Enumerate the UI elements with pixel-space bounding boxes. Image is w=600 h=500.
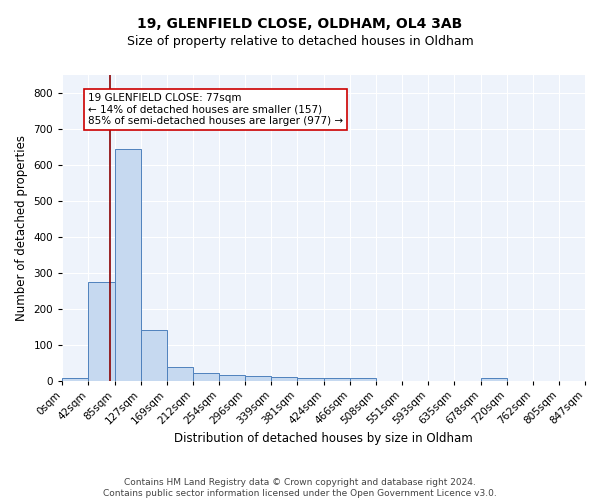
Bar (324, 378, 350, 380)
Bar (219, 375, 245, 380)
Text: Size of property relative to detached houses in Oldham: Size of property relative to detached ho… (127, 35, 473, 48)
Bar (193, 374, 219, 380)
Y-axis label: Number of detached properties: Number of detached properties (15, 135, 28, 321)
Bar (298, 378, 324, 380)
Bar (167, 367, 193, 380)
Bar (115, 148, 140, 380)
Bar (481, 378, 506, 380)
Text: 19, GLENFIELD CLOSE, OLDHAM, OL4 3AB: 19, GLENFIELD CLOSE, OLDHAM, OL4 3AB (137, 18, 463, 32)
Bar (350, 378, 376, 380)
X-axis label: Distribution of detached houses by size in Oldham: Distribution of detached houses by size … (174, 432, 473, 445)
Text: Contains HM Land Registry data © Crown copyright and database right 2024.
Contai: Contains HM Land Registry data © Crown c… (103, 478, 497, 498)
Bar (271, 376, 298, 380)
Bar (62, 378, 88, 380)
Bar (88, 282, 115, 380)
Bar (140, 330, 167, 380)
Text: 19 GLENFIELD CLOSE: 77sqm
← 14% of detached houses are smaller (157)
85% of semi: 19 GLENFIELD CLOSE: 77sqm ← 14% of detac… (88, 93, 343, 126)
Bar (245, 376, 271, 380)
